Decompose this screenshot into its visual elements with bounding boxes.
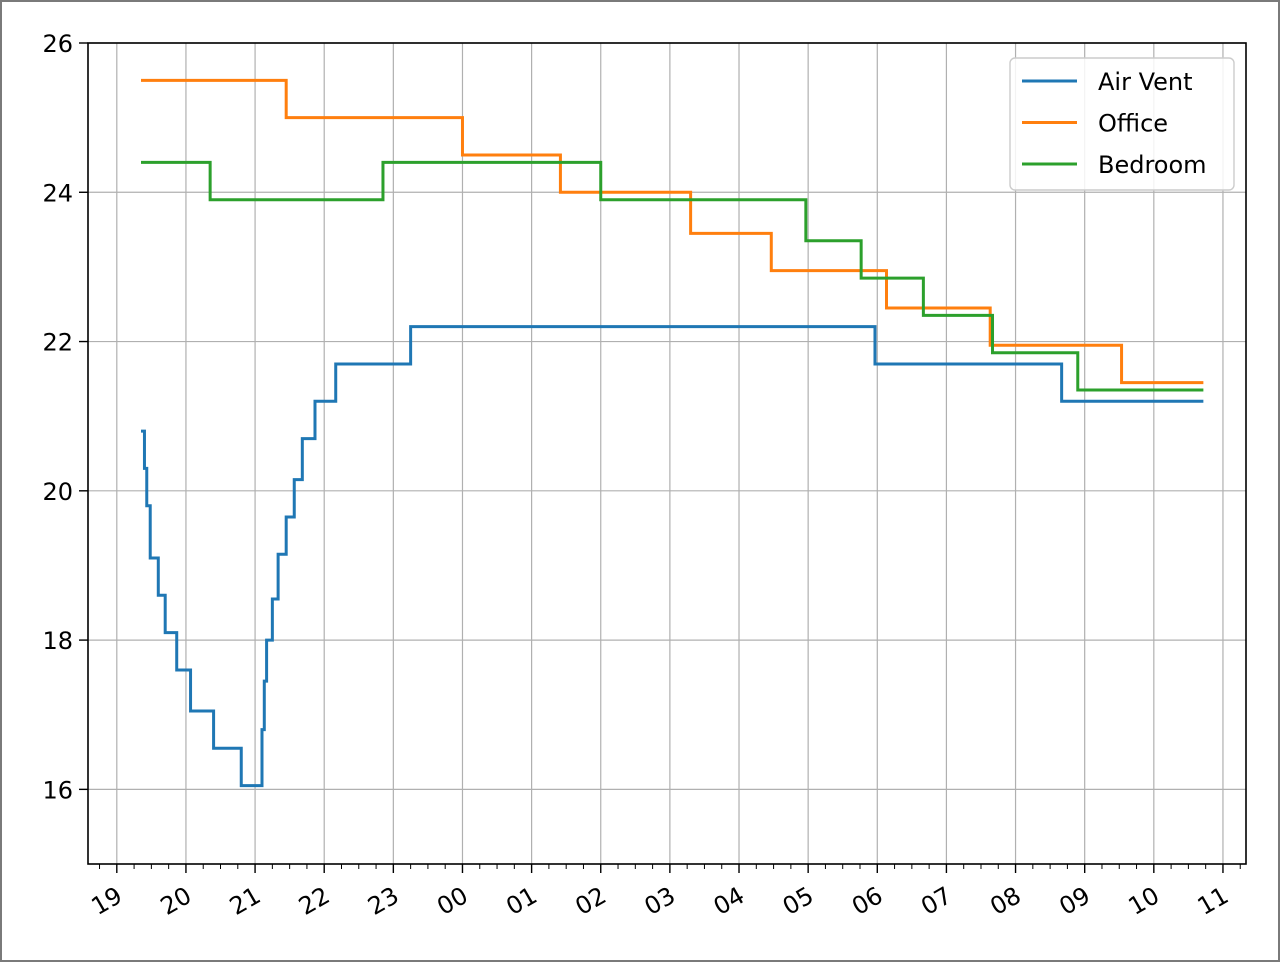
- x-tick-label: 06: [847, 881, 887, 921]
- legend-label: Bedroom: [1098, 151, 1207, 179]
- x-tick-label: 09: [1054, 881, 1094, 921]
- x-tick-label: 21: [225, 881, 265, 921]
- x-tick-label: 10: [1124, 881, 1164, 921]
- y-tick-label: 18: [42, 627, 73, 655]
- x-tick-label: 22: [294, 881, 334, 921]
- x-tick-label: 11: [1193, 881, 1233, 921]
- x-tick-label: 05: [778, 881, 818, 921]
- x-tick-label: 07: [916, 881, 956, 921]
- x-tick-label: 23: [363, 881, 403, 921]
- y-tick-label: 22: [42, 329, 73, 357]
- x-tick-label: 19: [87, 881, 127, 921]
- series-line-office: [141, 78, 1204, 385]
- x-tick-label: 08: [985, 881, 1025, 921]
- series-lines: [141, 78, 1204, 788]
- y-tick-label: 24: [42, 179, 73, 207]
- y-tick-label: 20: [42, 478, 73, 506]
- x-tick-label: 01: [501, 881, 541, 921]
- legend-label: Air Vent: [1098, 68, 1193, 96]
- legend-box: [1009, 57, 1235, 191]
- legend: Air Vent Office Bedroom: [1009, 57, 1235, 191]
- series-line-air-vent: [141, 325, 1204, 788]
- x-tick-label: 02: [571, 881, 611, 921]
- legend-label: Office: [1098, 110, 1168, 138]
- x-tick-label: 00: [432, 881, 472, 921]
- x-tick-label: 20: [156, 881, 196, 921]
- plot-area-frame: [87, 42, 1247, 865]
- y-tick-label: 26: [42, 30, 73, 58]
- x-tick-label: 03: [640, 881, 680, 921]
- series-line-bedroom: [141, 160, 1204, 392]
- y-tick-label: 16: [42, 776, 73, 804]
- x-tick-label: 04: [709, 881, 749, 921]
